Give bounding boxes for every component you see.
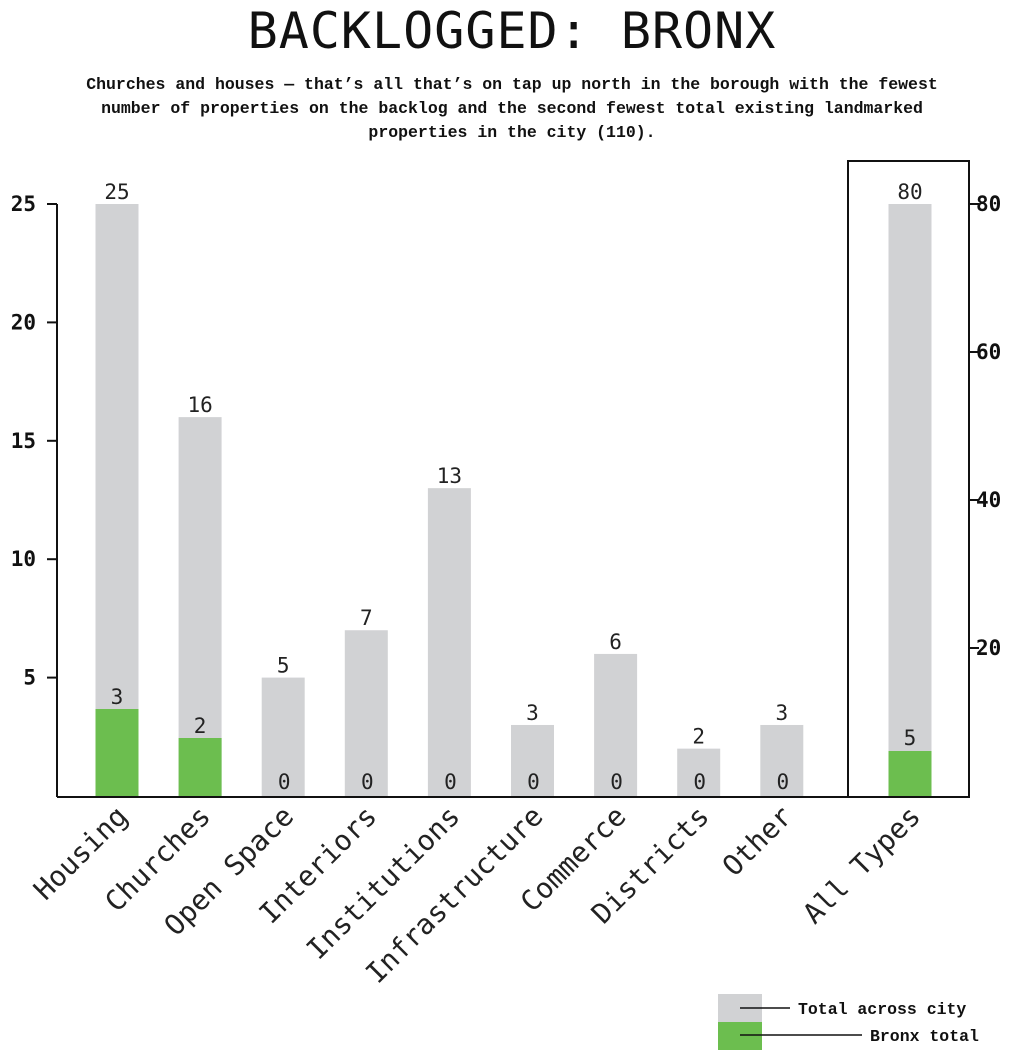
legend-total-label: Total across city — [798, 1000, 966, 1019]
right-tick-label: 60 — [976, 340, 1001, 364]
bronx-value-label: 0 — [776, 770, 789, 794]
chart-title: BACKLOGGED: BRONX — [247, 2, 777, 60]
bar-total-infrastructure — [511, 724, 554, 796]
bronx-value-label: 0 — [693, 770, 706, 794]
legend-bronx-label: Bronx total — [870, 1027, 979, 1046]
legend: Total across city Bronx total — [718, 994, 979, 1050]
total-value-label: 25 — [104, 180, 129, 204]
bar-total-housing — [95, 204, 139, 796]
bronx-value-label: 0 — [610, 770, 623, 794]
category-label-institutions: Institutions — [300, 800, 466, 966]
bar-total-all-types — [888, 204, 932, 796]
bar-total-institutions — [427, 488, 471, 796]
bronx-value-label: 3 — [111, 685, 124, 709]
all-types-frame — [847, 160, 970, 798]
bronx-value-label: 0 — [361, 770, 374, 794]
bronx-value-label: 0 — [527, 770, 540, 794]
bar-bronx-housing — [95, 709, 139, 796]
total-value-label: 3 — [526, 701, 539, 725]
all-types-panel: 20 40 60 80 80 5 — [847, 160, 1001, 798]
chart-subtitle: Churches and houses — that’s all that’s … — [86, 75, 938, 142]
left-tick-label: 15 — [11, 429, 36, 453]
bar-total-open-space — [261, 677, 305, 796]
left-tick-label: 10 — [11, 547, 36, 571]
left-tick-label: 20 — [11, 310, 36, 334]
bar-bronx-all-types — [888, 751, 932, 796]
total-value-label: 6 — [609, 630, 622, 654]
left-tick-label: 25 — [11, 192, 36, 216]
legend-bronx-swatch — [718, 1022, 762, 1050]
bar-bronx-churches — [178, 738, 222, 796]
total-value-label: 13 — [437, 464, 462, 488]
total-value-label: 2 — [692, 725, 705, 749]
bronx-value-label: 5 — [904, 726, 917, 750]
bar-total-churches — [178, 417, 222, 796]
bar-total-commerce — [594, 653, 638, 796]
bronx-value-label: 2 — [194, 714, 207, 738]
bronx-value-label: 0 — [278, 770, 291, 794]
bar-total-districts — [677, 748, 721, 796]
right-tick-label: 40 — [976, 488, 1001, 512]
bar-total-interiors — [344, 630, 388, 796]
left-tick-label: 5 — [23, 666, 36, 690]
right-tick-label: 20 — [976, 636, 1001, 660]
category-label-other: Other — [716, 800, 799, 883]
total-value-label: 5 — [277, 654, 290, 678]
bronx-value-label: 0 — [444, 770, 457, 794]
bar-total-other — [760, 724, 804, 796]
category-label-all-types: All Types — [796, 800, 927, 931]
total-value-label: 16 — [187, 393, 212, 417]
total-value-label: 80 — [897, 180, 922, 204]
total-value-label: 3 — [775, 701, 788, 725]
right-tick-label: 80 — [976, 192, 1001, 216]
total-value-label: 7 — [360, 606, 373, 630]
